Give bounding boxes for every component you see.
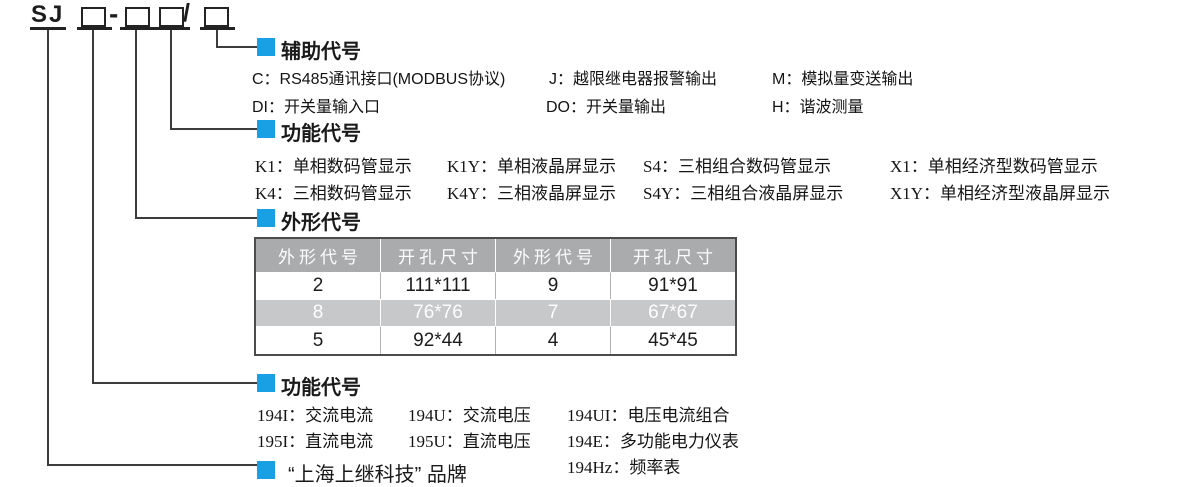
- model-underline-prefix: [30, 27, 66, 30]
- connector-line-brand: [47, 29, 257, 466]
- connector-line-shape: [135, 29, 257, 219]
- function-section-bullet-icon: [257, 374, 275, 392]
- function-code-item: 194E：多功能电力仪表: [567, 432, 739, 451]
- display-code-item: X1：单相经济型数码管显示: [890, 157, 1098, 176]
- function-code-item: 195I：直流电流: [257, 432, 374, 451]
- shape-table-cell: 7: [495, 299, 610, 326]
- display-code-item: K4Y：三相液晶屏显示: [447, 184, 617, 203]
- display-section-bullet-icon: [257, 120, 275, 138]
- shape-table-cell: 5: [256, 326, 380, 354]
- shape-section-title: 外形代号: [281, 212, 361, 234]
- function-code-item: 194I：交流电流: [257, 406, 374, 425]
- shape-table-cell: 76*76: [380, 299, 495, 326]
- display-code-item: K1Y：单相液晶屏显示: [447, 157, 617, 176]
- shape-section-bullet-icon: [257, 209, 275, 227]
- model-dash-separator: -: [109, 0, 119, 29]
- model-underline-1: [77, 27, 112, 30]
- shape-table-cell: 2: [256, 272, 380, 299]
- model-underline-2: [120, 27, 157, 30]
- aux-section-bullet-icon: [257, 38, 275, 56]
- display-code-item: K1：单相数码管显示: [255, 157, 412, 176]
- display-code-item: K4：三相数码管显示: [255, 184, 412, 203]
- function-code-item: 195U：直流电压: [408, 432, 531, 451]
- display-code-item: S4：三相组合数码管显示: [643, 157, 831, 176]
- function-code-item: 194UI：电压电流组合: [567, 406, 730, 425]
- shape-table-cell: 45*45: [610, 326, 735, 354]
- shape-table-cell: 8: [256, 299, 380, 326]
- model-prefix: SJ: [31, 1, 65, 28]
- function-code-item: 194U：交流电压: [408, 406, 531, 425]
- function-code-item: 194Hz：频率表: [567, 458, 681, 477]
- model-underline-4: [200, 27, 235, 30]
- display-section-title: 功能代号: [281, 123, 361, 145]
- aux-code-item: M：模拟量变送输出: [772, 71, 914, 88]
- model-box-function: [81, 7, 106, 27]
- model-underline-3: [156, 27, 190, 30]
- connector-line-function: [92, 29, 257, 384]
- model-box-shape: [125, 7, 150, 27]
- aux-code-item: J：越限继电器报警输出: [549, 71, 718, 88]
- aux-section-title: 辅助代号: [281, 41, 361, 63]
- shape-table-cell: 9: [495, 272, 610, 299]
- aux-code-item: DI：开关量输入口: [252, 99, 381, 116]
- shape-code-table: 外形代号 开孔尺寸 外形代号 开孔尺寸 2 111*111 9 91*91 8 …: [254, 237, 737, 356]
- shape-table-cell: 92*44: [380, 326, 495, 354]
- shape-table-cell: 67*67: [610, 299, 735, 326]
- connector-line-display: [170, 29, 257, 130]
- aux-code-item: C：RS485通讯接口(MODBUS协议): [252, 71, 506, 88]
- aux-code-item: DO：开关量输出: [546, 99, 667, 116]
- shape-table-header-cell: 外形代号: [495, 239, 610, 272]
- shape-table-header-cell: 开孔尺寸: [610, 239, 735, 272]
- brand-section-bullet-icon: [257, 461, 275, 479]
- aux-code-item: H：谐波测量: [772, 99, 864, 116]
- shape-table-header-cell: 开孔尺寸: [380, 239, 495, 272]
- function-section-title: 功能代号: [281, 377, 361, 399]
- shape-table-cell: 91*91: [610, 272, 735, 299]
- shape-table-header-cell: 外形代号: [256, 239, 380, 272]
- display-code-item: S4Y：三相组合液晶屏显示: [643, 184, 844, 203]
- connector-line-aux: [216, 29, 257, 48]
- display-code-item: X1Y：单相经济型液晶屏显示: [890, 184, 1111, 203]
- model-slash-separator: /: [183, 0, 190, 27]
- model-box-display: [159, 7, 184, 27]
- shape-table-cell: 4: [495, 326, 610, 354]
- brand-label: “上海上继科技” 品牌: [288, 464, 467, 486]
- model-box-aux: [204, 7, 229, 27]
- shape-table-cell: 111*111: [380, 272, 495, 299]
